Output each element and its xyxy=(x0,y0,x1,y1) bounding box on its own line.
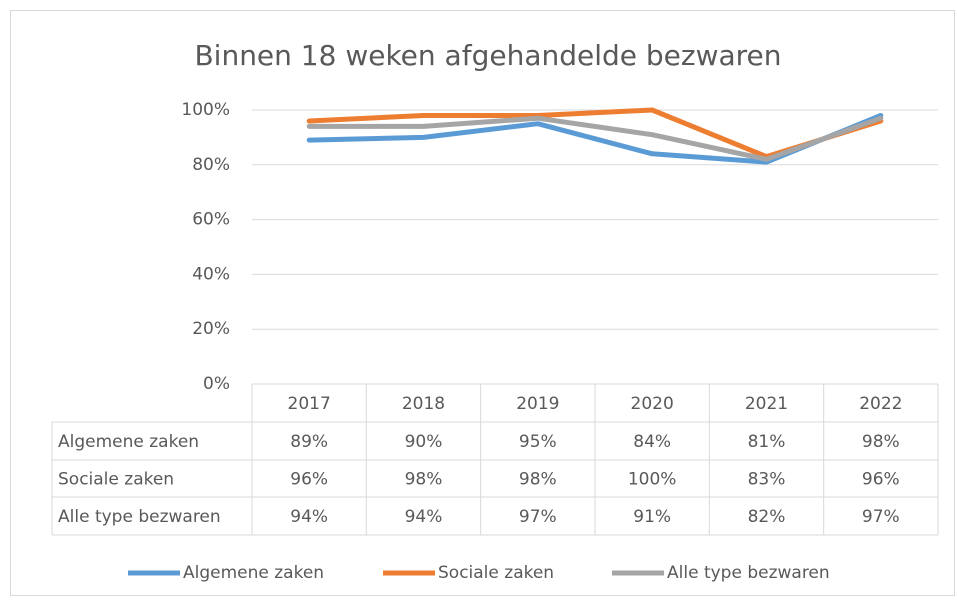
x-tick-label: 2018 xyxy=(402,394,445,414)
table-cell: 96% xyxy=(290,470,328,490)
table-cell: 97% xyxy=(519,507,557,527)
y-tick-label: 20% xyxy=(192,319,230,339)
table-cell: 98% xyxy=(519,470,557,490)
legend-label: Alle type bezwaren xyxy=(667,563,830,583)
y-tick-label: 100% xyxy=(181,100,230,120)
table-cell: 94% xyxy=(405,507,443,527)
table-cell: 89% xyxy=(290,432,328,452)
x-tick-label: 2019 xyxy=(516,394,559,414)
x-tick-label: 2022 xyxy=(859,394,902,414)
table-cell: 83% xyxy=(748,470,786,490)
table-cell: 95% xyxy=(519,432,557,452)
table-cell: 94% xyxy=(290,507,328,527)
table-cell: 82% xyxy=(748,507,786,527)
table-row-label: Sociale zaken xyxy=(58,470,174,490)
table-cell: 100% xyxy=(628,470,677,490)
table-cell: 91% xyxy=(633,507,671,527)
chart-title: Binnen 18 weken afgehandelde bezwaren xyxy=(194,39,781,72)
legend-label: Algemene zaken xyxy=(183,563,324,583)
x-tick-label: 2020 xyxy=(631,394,674,414)
x-tick-label: 2017 xyxy=(288,394,331,414)
table-row-label: Algemene zaken xyxy=(58,432,199,452)
table-cell: 96% xyxy=(862,470,900,490)
y-tick-label: 0% xyxy=(203,374,230,394)
legend-label: Sociale zaken xyxy=(438,563,554,583)
series-line xyxy=(306,115,884,162)
table-cell: 81% xyxy=(748,432,786,452)
x-tick-label: 2021 xyxy=(745,394,788,414)
table-cell: 84% xyxy=(633,432,671,452)
y-tick-label: 80% xyxy=(192,155,230,175)
chart-border xyxy=(10,10,955,596)
table-row-label: Alle type bezwaren xyxy=(58,507,221,527)
y-tick-label: 60% xyxy=(192,210,230,230)
table-cell: 97% xyxy=(862,507,900,527)
table-cell: 90% xyxy=(405,432,443,452)
table-cell: 98% xyxy=(862,432,900,452)
table-cell: 98% xyxy=(405,470,443,490)
y-tick-label: 40% xyxy=(192,264,230,284)
